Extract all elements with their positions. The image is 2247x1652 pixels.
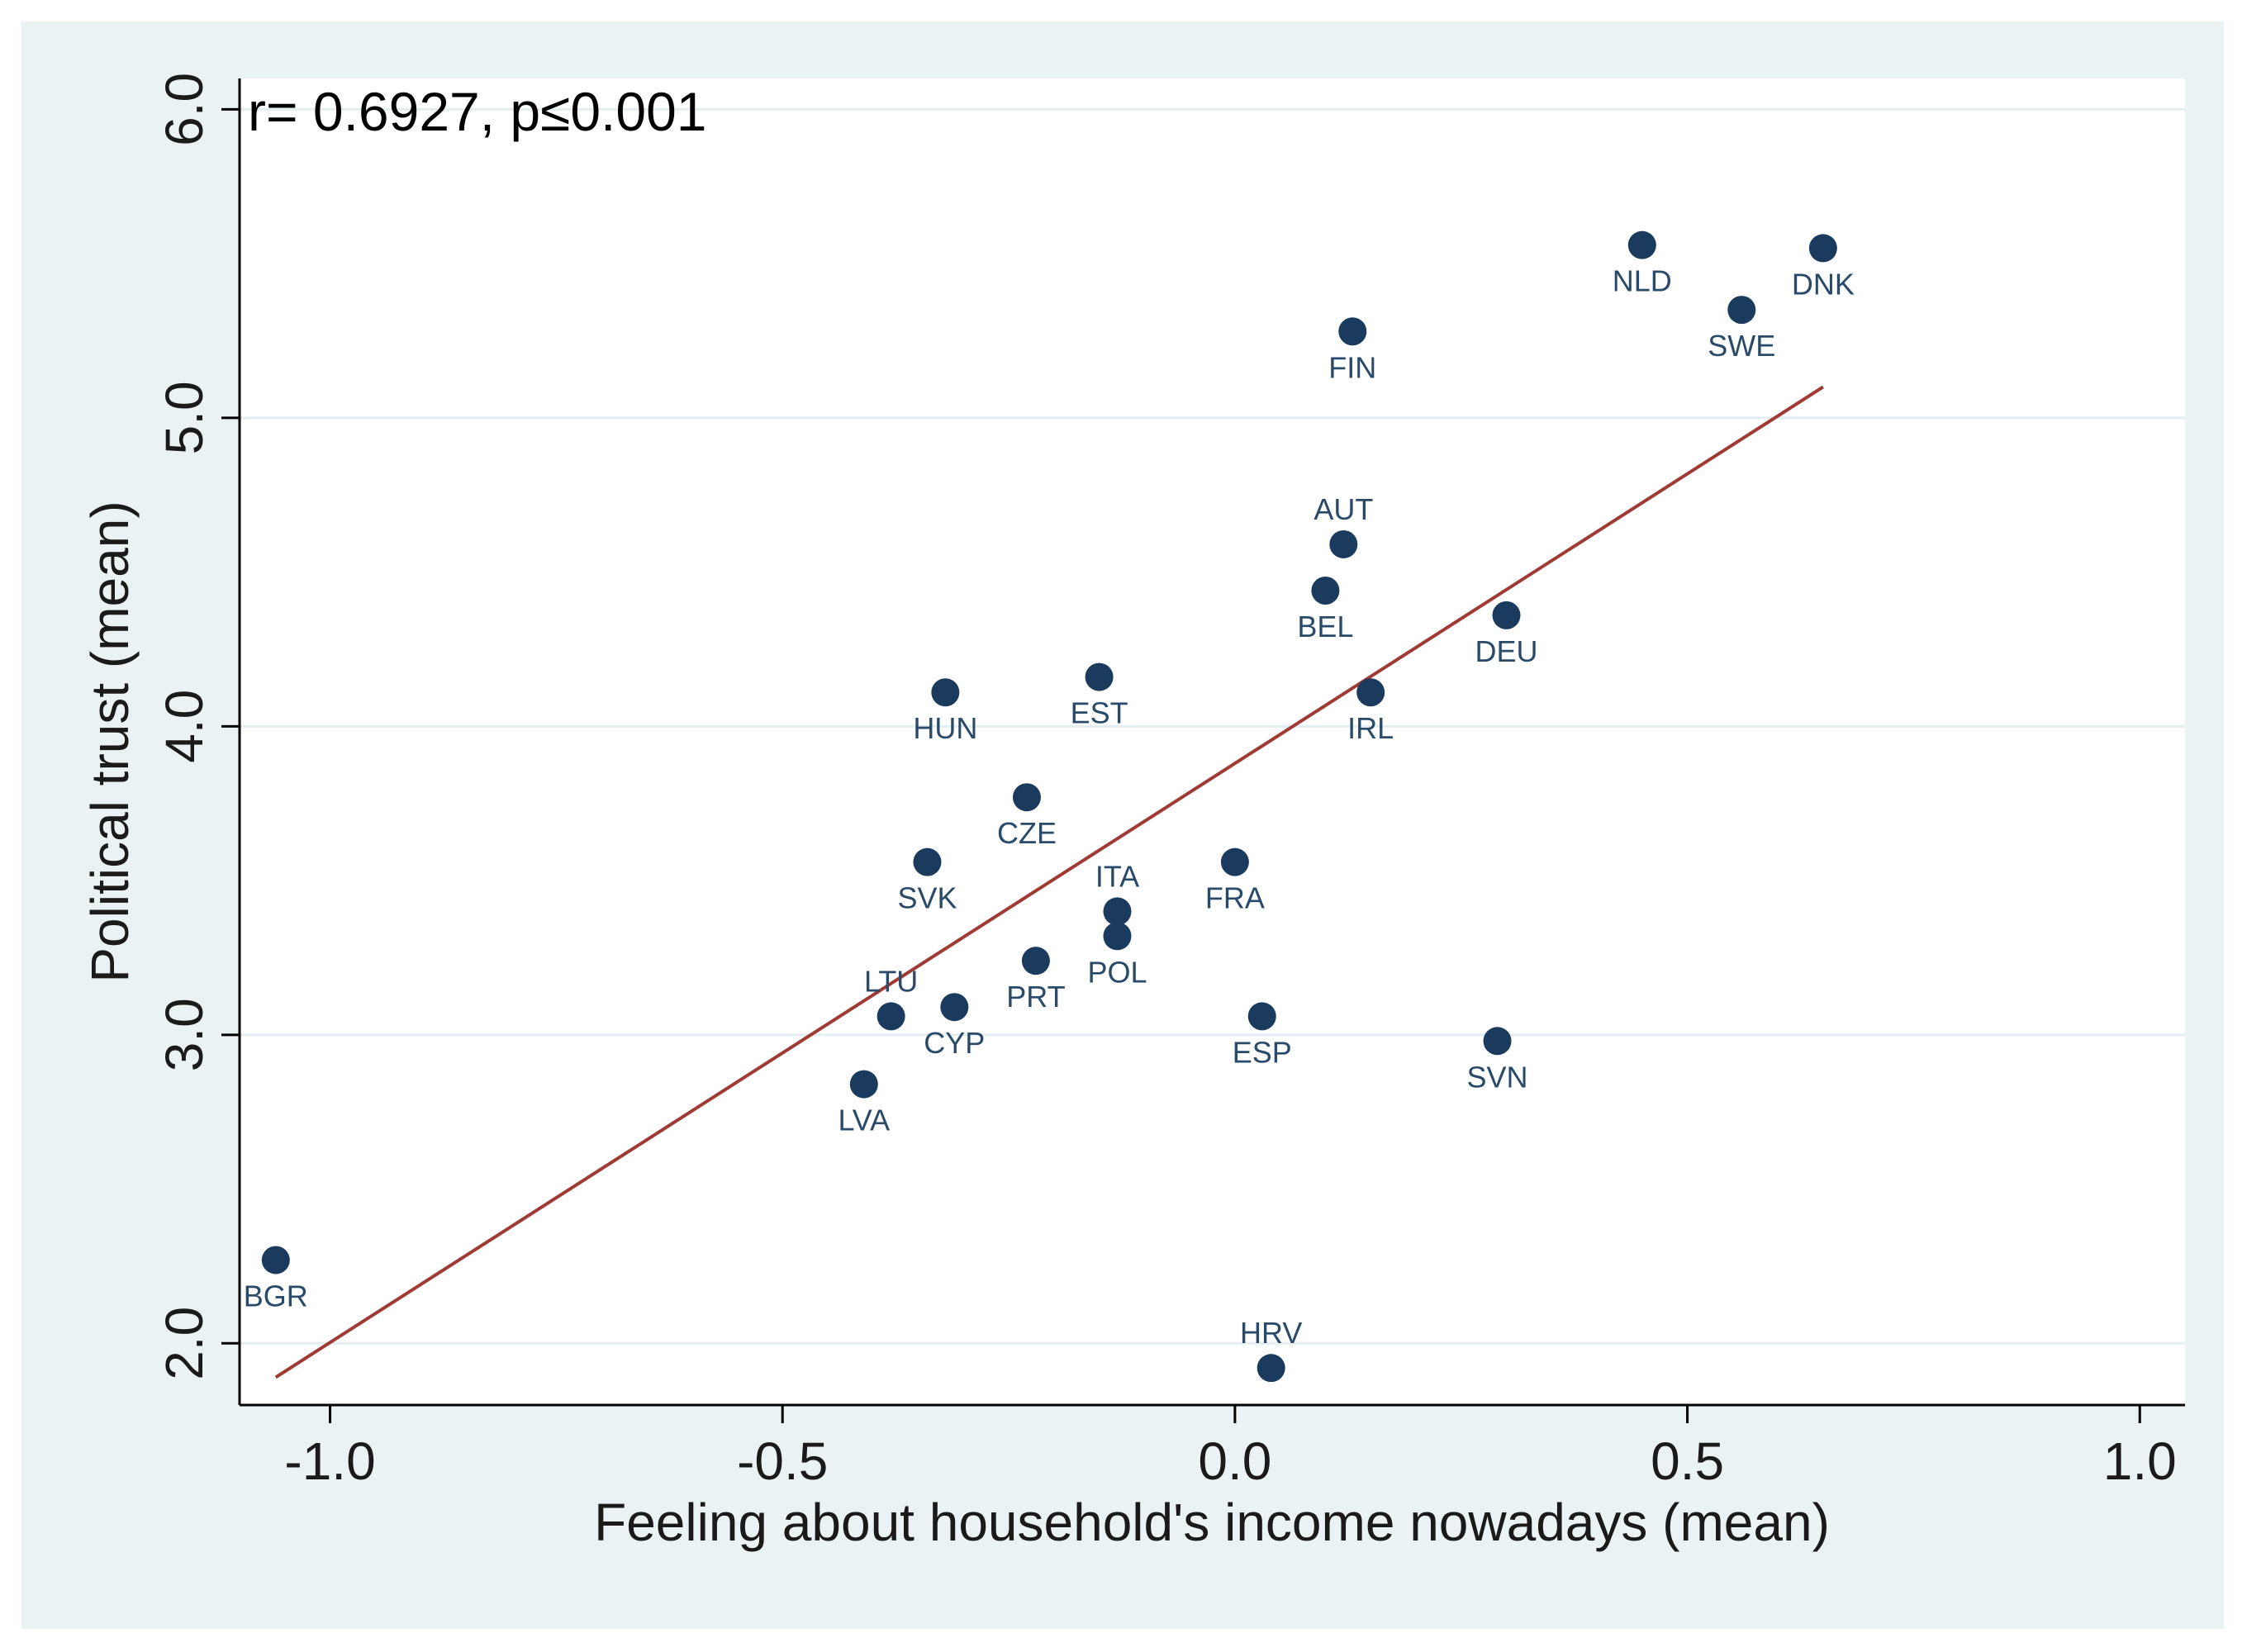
data-point-fra: [1220, 847, 1249, 876]
data-point-swe: [1727, 296, 1756, 325]
data-point-bgr: [261, 1246, 290, 1275]
data-point-est: [1085, 662, 1114, 691]
axes: [238, 78, 2185, 1407]
x-tick-label: 0.5: [1651, 1431, 1724, 1491]
data-label-dnk: DNK: [1792, 267, 1855, 301]
data-point-bel: [1311, 576, 1340, 605]
data-label-fra: FRA: [1205, 881, 1265, 915]
data-point-cze: [1012, 783, 1041, 812]
data-point-aut: [1329, 529, 1358, 558]
data-point-fin: [1338, 317, 1367, 346]
data-label-ita: ITA: [1095, 859, 1139, 893]
x-tick-label: -0.5: [737, 1431, 828, 1491]
data-label-esp: ESP: [1233, 1035, 1292, 1069]
data-point-pol: [1103, 922, 1132, 951]
data-label-svk: SVK: [897, 881, 957, 915]
correlation-annotation: r= 0.6927, p≤0.001: [248, 81, 707, 142]
data-point-lva: [849, 1070, 878, 1099]
data-point-nld: [1627, 230, 1656, 259]
data-label-swe: SWE: [1708, 329, 1775, 363]
data-label-cyp: CYP: [924, 1026, 985, 1060]
data-point-svk: [913, 847, 942, 876]
data-point-hrv: [1257, 1354, 1285, 1383]
y-tick-label: 4.0: [154, 690, 214, 763]
plot-area: [240, 78, 2185, 1405]
ticks: 2.0 3.0 4.0 5.0 6.0 -1.0 -0.5 0.0 0.5 1.0: [154, 73, 2177, 1491]
data-label-fin: FIN: [1328, 350, 1376, 384]
data-point-irl: [1356, 678, 1385, 707]
data-point-ltu: [876, 1002, 905, 1031]
data-label-irl: IRL: [1347, 711, 1394, 745]
x-tick-label: 0.0: [1198, 1431, 1271, 1491]
data-point-dnk: [1808, 234, 1837, 263]
data-label-deu: DEU: [1475, 634, 1537, 668]
y-tick-label: 3.0: [154, 998, 214, 1071]
x-tick-label: 1.0: [2103, 1431, 2177, 1491]
fit-line-layer: [274, 385, 1824, 1379]
gridlines: [240, 107, 2185, 1345]
x-axis-title: Feeling about household's income nowaday…: [594, 1493, 1830, 1552]
data-point-esp: [1247, 1002, 1276, 1031]
data-label-lva: LVA: [838, 1104, 890, 1137]
y-tick-label: 5.0: [154, 381, 214, 454]
data-label-cze: CZE: [997, 816, 1057, 850]
x-tick-label: -1.0: [284, 1431, 375, 1491]
data-label-hun: HUN: [913, 711, 977, 745]
regression-line: [274, 385, 1824, 1379]
data-point-deu: [1492, 601, 1521, 629]
data-point-cyp: [940, 993, 969, 1022]
data-label-aut: AUT: [1314, 492, 1373, 526]
data-label-est: EST: [1071, 696, 1128, 730]
data-label-nld: NLD: [1613, 264, 1672, 298]
y-tick-label: 2.0: [154, 1307, 214, 1380]
y-tick-label: 6.0: [154, 73, 214, 146]
data-point-svn: [1483, 1027, 1512, 1056]
data-label-svn: SVN: [1467, 1060, 1528, 1094]
data-label-hrv: HRV: [1240, 1316, 1302, 1350]
data-point-prt: [1021, 947, 1050, 976]
data-label-bel: BEL: [1297, 610, 1353, 643]
data-points: NLD DNK SWE FIN AUT BEL DEU IRL EST HUN CZE SVK FRA I…: [244, 230, 1855, 1383]
data-point-hun: [931, 678, 960, 707]
y-axis-title: Political trust (mean): [80, 501, 140, 982]
data-point-ita: [1103, 897, 1132, 926]
data-label-prt: PRT: [1006, 980, 1065, 1014]
data-label-pol: POL: [1087, 955, 1147, 989]
data-label-bgr: BGR: [244, 1279, 308, 1313]
data-label-ltu: LTU: [864, 964, 918, 998]
